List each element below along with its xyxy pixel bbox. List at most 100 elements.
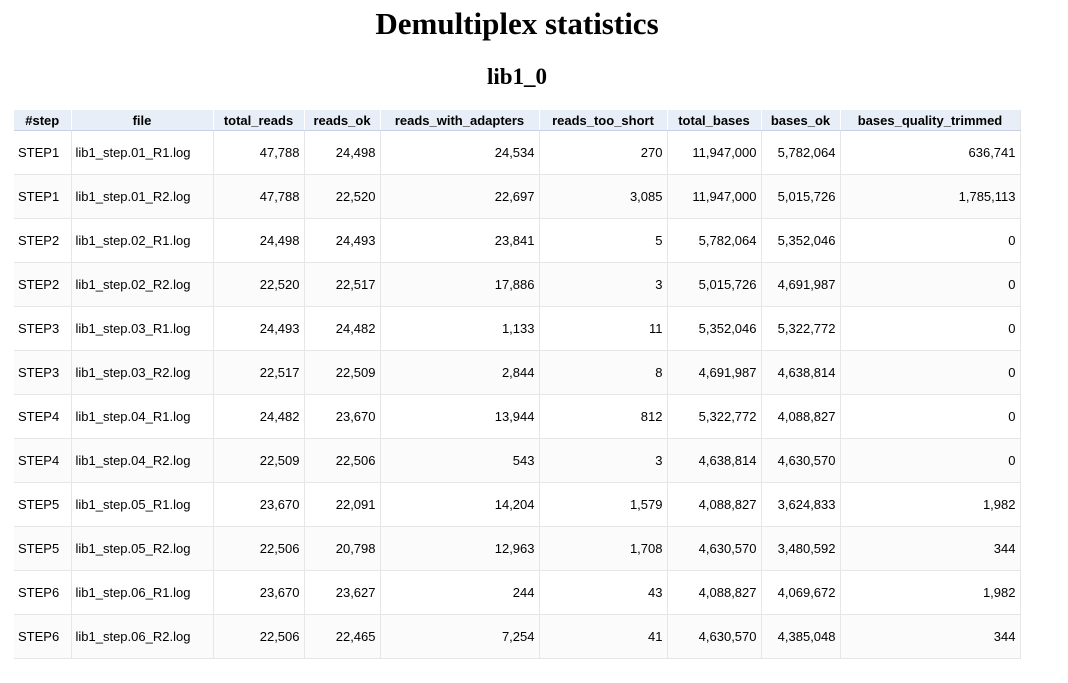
table-cell: 11 xyxy=(539,306,668,351)
table-cell: 4,088,827 xyxy=(667,482,762,527)
column-header: #step xyxy=(14,110,72,131)
table-row: STEP3 lib1_step.03_R1.log 24,493 24,482 1,13… xyxy=(14,306,1021,351)
table-cell: 22,517 xyxy=(304,262,381,307)
table-row: STEP1 lib1_step.01_R2.log 47,788 22,520 22,6… xyxy=(14,174,1021,219)
table-cell: 22,509 xyxy=(213,438,305,483)
table-row: STEP6 lib1_step.06_R2.log 22,506 22,465 7,25… xyxy=(14,614,1021,659)
table-cell: 47,788 xyxy=(213,130,305,175)
page-title: Demultiplex statistics xyxy=(375,6,659,41)
table-cell: 14,204 xyxy=(380,482,540,527)
table-cell: 1,785,113 xyxy=(840,174,1021,219)
table-cell: 0 xyxy=(840,262,1021,307)
table-cell: 2,844 xyxy=(380,350,540,395)
table-cell: 24,534 xyxy=(380,130,540,175)
table-cell: STEP1 xyxy=(14,174,72,219)
table-cell: 270 xyxy=(539,130,668,175)
table-row: STEP2 lib1_step.02_R1.log 24,498 24,493 23,8… xyxy=(14,218,1021,263)
table-cell: 24,493 xyxy=(213,306,305,351)
table-cell: STEP3 xyxy=(14,306,72,351)
table-cell: 22,506 xyxy=(213,526,305,571)
table-cell: 5,322,772 xyxy=(761,306,841,351)
table-cell: 0 xyxy=(840,438,1021,483)
table-cell: 5 xyxy=(539,218,668,263)
column-header: bases_ok xyxy=(761,110,841,131)
table-cell: STEP2 xyxy=(14,218,72,263)
table-cell: 4,385,048 xyxy=(761,614,841,659)
table-cell: 4,088,827 xyxy=(667,570,762,615)
table-cell: 22,520 xyxy=(304,174,381,219)
table-cell: 244 xyxy=(380,570,540,615)
table-cell: 24,493 xyxy=(304,218,381,263)
table-cell: 0 xyxy=(840,218,1021,263)
table-cell: 1,982 xyxy=(840,482,1021,527)
table-cell: lib1_step.02_R1.log xyxy=(71,218,214,263)
table-body: STEP1 lib1_step.01_R1.log 47,788 24,498 24,5… xyxy=(14,130,1021,659)
column-header: reads_with_adapters xyxy=(380,110,540,131)
table-cell: 5,782,064 xyxy=(761,130,841,175)
table-cell: 5,352,046 xyxy=(667,306,762,351)
table-row: STEP6 lib1_step.06_R1.log 23,670 23,627 244 4… xyxy=(14,570,1021,615)
table-cell: 22,520 xyxy=(213,262,305,307)
table-cell: 4,691,987 xyxy=(667,350,762,395)
table-cell: 23,841 xyxy=(380,218,540,263)
table-cell: STEP6 xyxy=(14,570,72,615)
table-cell: 23,670 xyxy=(304,394,381,439)
table-cell: 47,788 xyxy=(213,174,305,219)
table-cell: 22,509 xyxy=(304,350,381,395)
table-cell: 4,630,570 xyxy=(761,438,841,483)
column-header: total_bases xyxy=(667,110,762,131)
table-cell: STEP2 xyxy=(14,262,72,307)
table-cell: 22,506 xyxy=(304,438,381,483)
table-cell: 24,482 xyxy=(304,306,381,351)
table-cell: 4,069,672 xyxy=(761,570,841,615)
column-header: total_reads xyxy=(213,110,305,131)
table-cell: 1,708 xyxy=(539,526,668,571)
table-cell: 0 xyxy=(840,306,1021,351)
table-cell: STEP4 xyxy=(14,438,72,483)
table-cell: 3 xyxy=(539,262,668,307)
table-cell: lib1_step.03_R1.log xyxy=(71,306,214,351)
table-cell: lib1_step.05_R2.log xyxy=(71,526,214,571)
table-cell: 3 xyxy=(539,438,668,483)
table-cell: lib1_step.02_R2.log xyxy=(71,262,214,307)
table-cell: 8 xyxy=(539,350,668,395)
table-cell: 24,498 xyxy=(213,218,305,263)
table-row: STEP5 lib1_step.05_R1.log 23,670 22,091 14,2… xyxy=(14,482,1021,527)
table-cell: 22,697 xyxy=(380,174,540,219)
table-cell: 5,352,046 xyxy=(761,218,841,263)
table-cell: lib1_step.01_R1.log xyxy=(71,130,214,175)
table-cell: 636,741 xyxy=(840,130,1021,175)
table-header-row: #step file total_reads reads_ok reads_with_a… xyxy=(14,110,1021,131)
table-row: STEP1 lib1_step.01_R1.log 47,788 24,498 24,5… xyxy=(14,130,1021,175)
table-cell: 3,624,833 xyxy=(761,482,841,527)
table-cell: 12,963 xyxy=(380,526,540,571)
table-cell: STEP5 xyxy=(14,482,72,527)
table-row: STEP4 lib1_step.04_R2.log 22,509 22,506 543 3… xyxy=(14,438,1021,483)
table-cell: 3,085 xyxy=(539,174,668,219)
table-cell: STEP1 xyxy=(14,130,72,175)
table-cell: lib1_step.06_R1.log xyxy=(71,570,214,615)
table-cell: STEP5 xyxy=(14,526,72,571)
table-cell: lib1_step.01_R2.log xyxy=(71,174,214,219)
column-header: reads_too_short xyxy=(539,110,668,131)
table-cell: 4,630,570 xyxy=(667,526,762,571)
table-cell: STEP3 xyxy=(14,350,72,395)
table-cell: STEP6 xyxy=(14,614,72,659)
table-cell: 23,670 xyxy=(213,570,305,615)
table-cell: 0 xyxy=(840,394,1021,439)
table-cell: 22,506 xyxy=(213,614,305,659)
table-cell: lib1_step.05_R1.log xyxy=(71,482,214,527)
table-cell: 24,482 xyxy=(213,394,305,439)
stats-table: #step file total_reads reads_ok reads_with_a… xyxy=(14,110,1021,659)
table-cell: 1,133 xyxy=(380,306,540,351)
table-cell: lib1_step.04_R2.log xyxy=(71,438,214,483)
table-cell: 4,638,814 xyxy=(667,438,762,483)
table-cell: 344 xyxy=(840,526,1021,571)
table-cell: 17,886 xyxy=(380,262,540,307)
column-header: bases_quality_trimmed xyxy=(840,110,1021,131)
table-cell: lib1_step.03_R2.log xyxy=(71,350,214,395)
table-cell: 11,947,000 xyxy=(667,174,762,219)
table-cell: 22,091 xyxy=(304,482,381,527)
table-cell: 4,630,570 xyxy=(667,614,762,659)
